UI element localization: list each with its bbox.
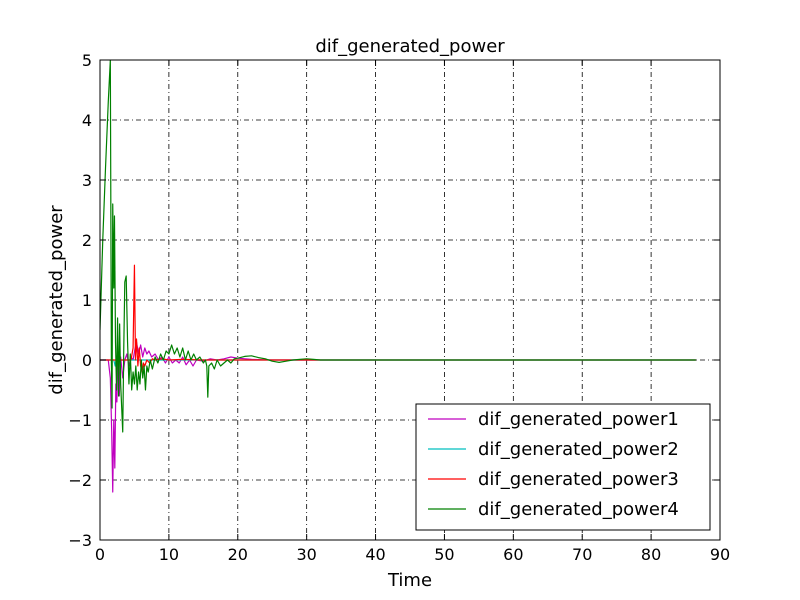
- ticks: 0 10 20 30 40 50 60 70 80 90 −3 −2 −1 0 1 2 3 4 5: [68, 51, 730, 564]
- x-tick-label: 60: [503, 545, 523, 564]
- y-tick-label: −3: [68, 531, 92, 550]
- x-tick-label: 20: [228, 545, 248, 564]
- y-tick-label: 5: [82, 51, 92, 70]
- y-tick-label: −1: [68, 411, 92, 430]
- series-line-3: [100, 264, 696, 373]
- y-tick-label: 0: [82, 351, 92, 370]
- x-tick-label: 0: [95, 545, 105, 564]
- series-line-4: [100, 60, 696, 433]
- y-tick-label: 1: [82, 291, 92, 310]
- legend-label-3: dif_generated_power3: [478, 469, 679, 490]
- y-tick-label: −2: [68, 471, 92, 490]
- legend: dif_generated_power1 dif_generated_power2…: [415, 403, 711, 531]
- y-tick-label: 4: [82, 111, 92, 130]
- x-tick-label: 70: [572, 545, 592, 564]
- x-tick-label: 10: [159, 545, 179, 564]
- x-tick-label: 90: [710, 545, 730, 564]
- x-tick-label: 50: [434, 545, 454, 564]
- x-axis-title: Time: [387, 570, 432, 591]
- legend-label-2: dif_generated_power2: [478, 439, 679, 460]
- series-layer: [100, 60, 696, 493]
- legend-label-4: dif_generated_power4: [478, 499, 679, 520]
- x-tick-label: 30: [296, 545, 316, 564]
- x-tick-label: 80: [641, 545, 661, 564]
- y-axis-title: dif_generated_power: [46, 205, 67, 395]
- legend-label-1: dif_generated_power1: [478, 409, 679, 430]
- y-tick-label: 3: [82, 171, 92, 190]
- y-tick-label: 2: [82, 231, 92, 250]
- chart-title: dif_generated_power: [315, 36, 505, 57]
- x-tick-label: 40: [365, 545, 385, 564]
